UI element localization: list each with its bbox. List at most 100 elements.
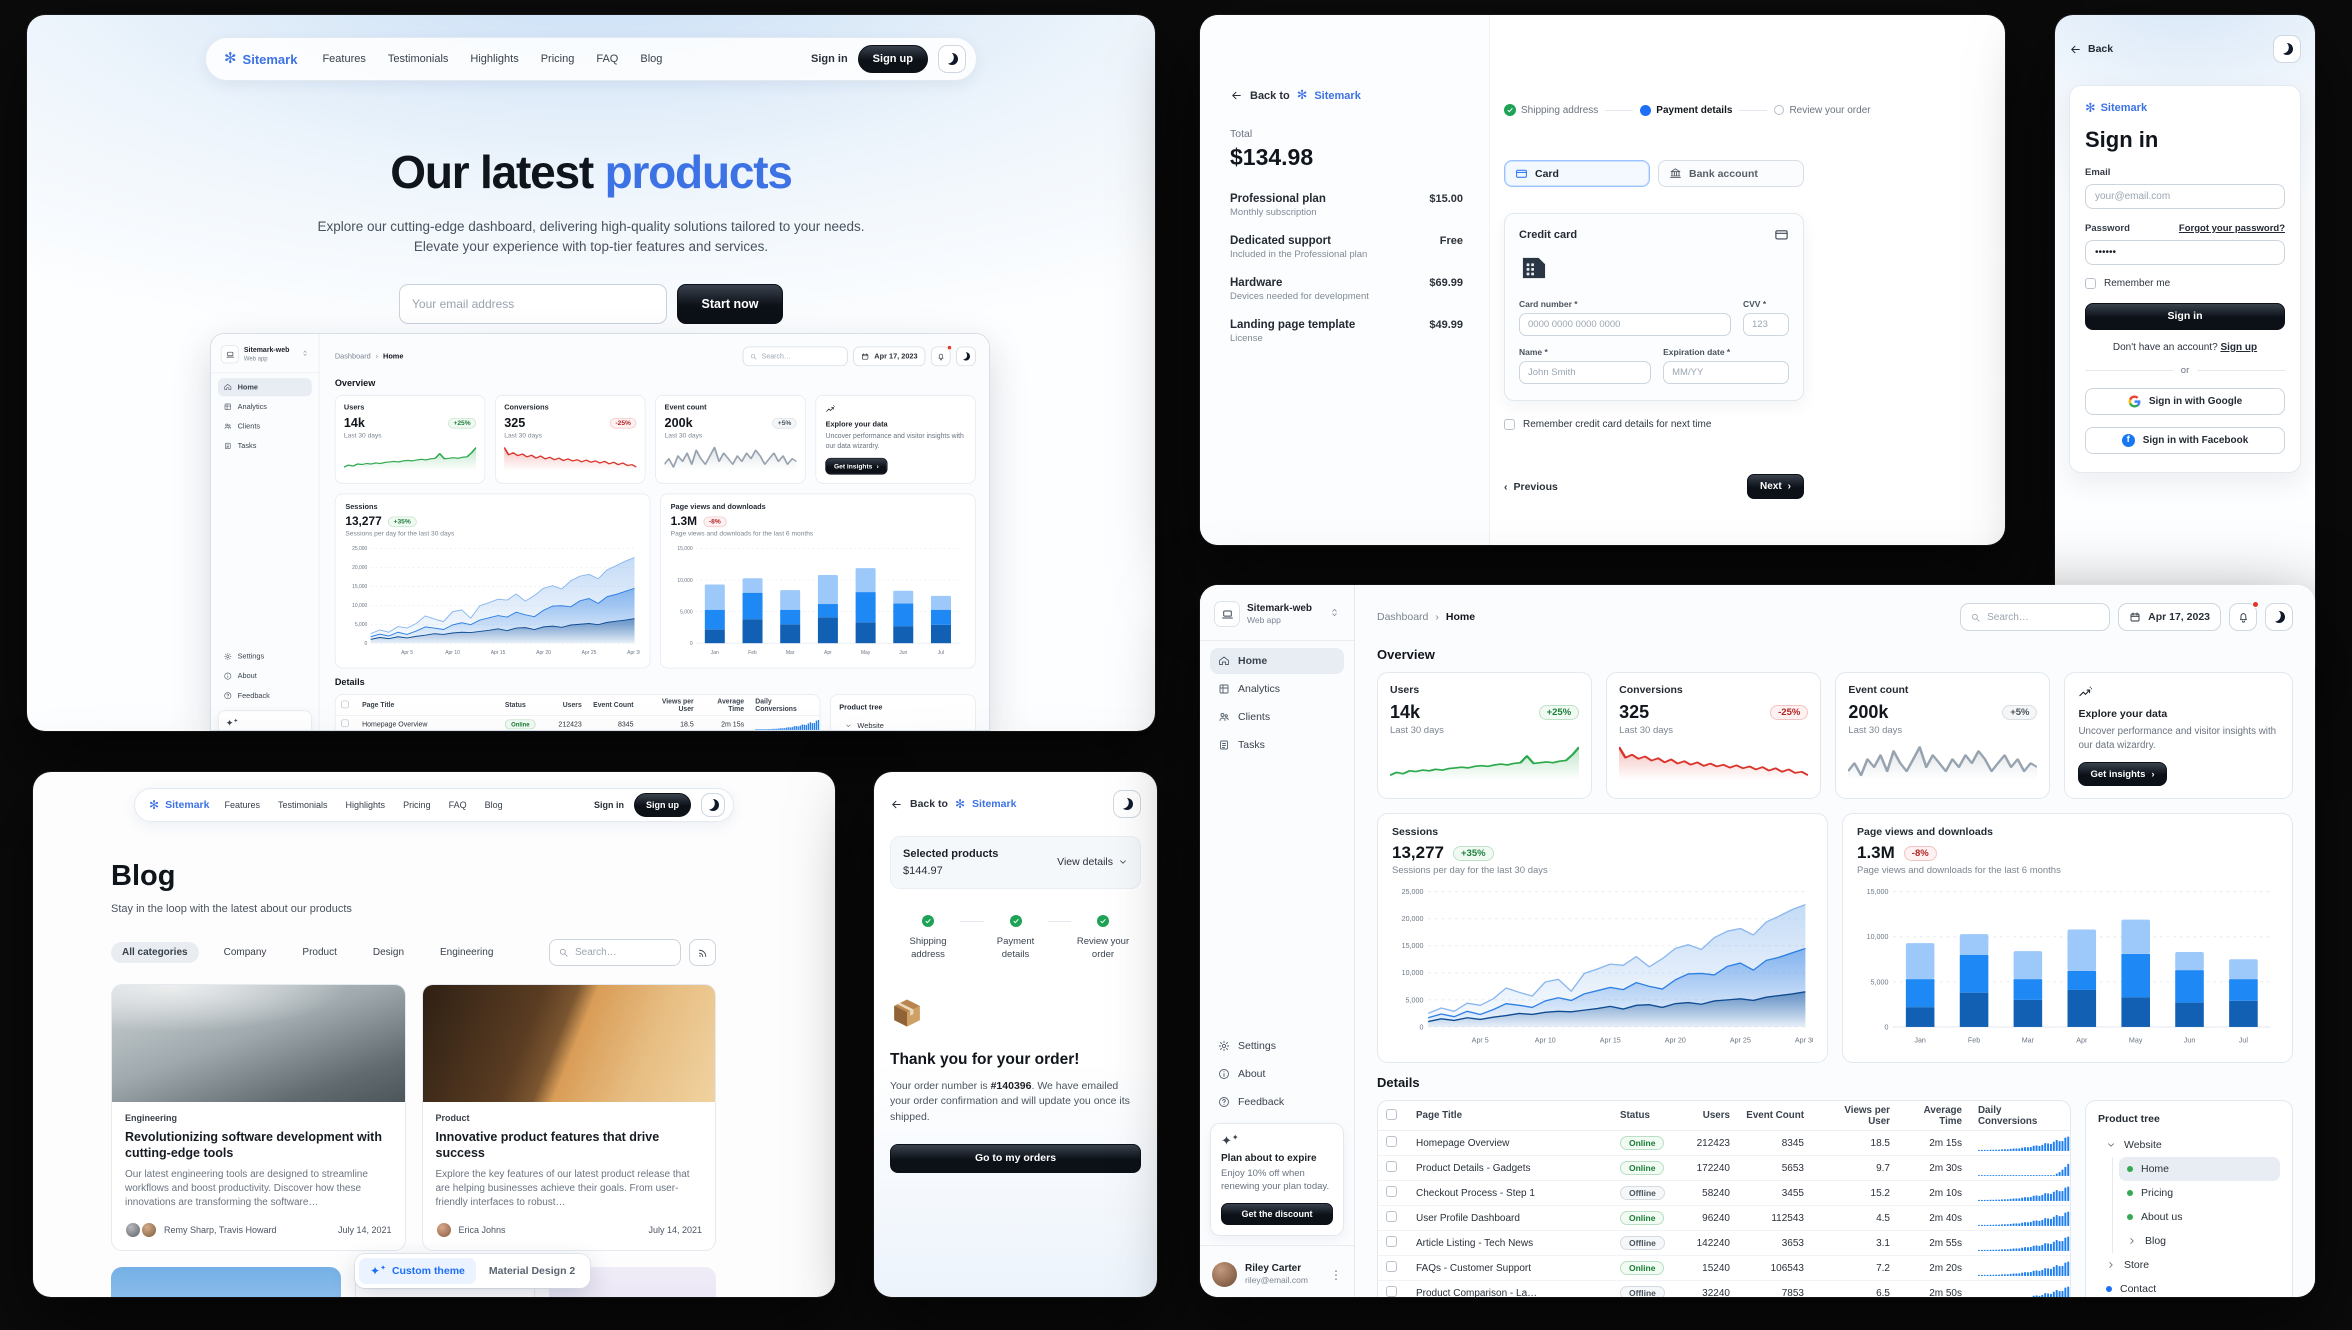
category-chip[interactable]: Company: [223, 947, 267, 958]
card-number-input[interactable]: [1519, 313, 1731, 336]
email-input[interactable]: [399, 283, 667, 324]
table-row[interactable]: Homepage Overview Online 212423 8345 18.…: [336, 716, 820, 730]
cvv-input[interactable]: [1743, 313, 1789, 336]
table-row[interactable]: Product Details - Gadgets Online 172240 …: [1378, 1156, 2070, 1182]
stat-card-users[interactable]: Users 14k +25% Last 30 days: [334, 394, 486, 484]
stat-card-conversions[interactable]: Conversions 325 -25% Last 30 days: [495, 394, 646, 484]
sitemark-logo[interactable]: ✻ Sitemark: [224, 51, 297, 67]
sidebar-item-clients[interactable]: Clients: [218, 417, 312, 435]
get-discount-button[interactable]: Get the discount: [1221, 1203, 1333, 1225]
sign-up-button[interactable]: Sign up: [634, 793, 691, 817]
nav-link[interactable]: Features: [322, 53, 366, 65]
category-chip[interactable]: Engineering: [440, 947, 494, 958]
rss-button[interactable]: [689, 939, 716, 966]
blog-search-input[interactable]: [575, 947, 672, 958]
sidebar-item-feedback[interactable]: Feedback: [1210, 1089, 1344, 1115]
nav-link[interactable]: Testimonials: [387, 53, 449, 65]
sidebar-item-clients[interactable]: Clients: [1210, 704, 1344, 730]
next-button[interactable]: Next ›: [1746, 474, 1804, 499]
tree-node-home[interactable]: Home: [2119, 1157, 2280, 1182]
custom-theme-option[interactable]: ✦✦ Custom theme: [359, 1258, 476, 1284]
nav-link[interactable]: Testimonials: [278, 800, 328, 810]
row-checkbox[interactable]: [1386, 1286, 1397, 1297]
table-row[interactable]: Homepage Overview Online 212423 8345 18.…: [1378, 1131, 2070, 1157]
expiration-input[interactable]: [1663, 361, 1789, 384]
dark-mode-toggle[interactable]: [938, 45, 966, 73]
table-row[interactable]: User Profile Dashboard Online 96240 1125…: [1378, 1206, 2070, 1232]
tree-node-about-us[interactable]: About us: [2119, 1205, 2280, 1229]
breadcrumb-root[interactable]: Dashboard: [334, 352, 371, 361]
sign-in-link[interactable]: Sign in: [811, 53, 848, 65]
password-field[interactable]: [2085, 239, 2285, 265]
kebab-menu-icon[interactable]: ⋮: [1330, 1267, 1342, 1282]
blog-post-card[interactable]: Engineering Revolutionizing software dev…: [111, 984, 406, 1251]
row-checkbox[interactable]: [1386, 1236, 1397, 1248]
sidebar-item-settings[interactable]: Settings: [218, 648, 312, 666]
dark-mode-toggle[interactable]: [2265, 603, 2293, 631]
workspace-switcher[interactable]: Sitemark-web Web app: [218, 341, 312, 368]
sidebar-item-tasks[interactable]: Tasks: [1210, 732, 1344, 758]
search-box[interactable]: [1960, 603, 2111, 631]
remember-card-checkbox[interactable]: [1504, 419, 1515, 430]
date-picker-button[interactable]: Apr 17, 2023: [853, 346, 926, 367]
stat-card-event-count[interactable]: Event count 200k +5% Last 30 days: [1835, 672, 2051, 800]
date-picker-button[interactable]: Apr 17, 2023: [2118, 603, 2221, 631]
category-chip[interactable]: All categories: [111, 942, 199, 963]
dark-mode-toggle[interactable]: [701, 793, 725, 817]
blog-search-box[interactable]: [549, 939, 681, 966]
row-checkbox[interactable]: [1386, 1186, 1397, 1198]
dark-mode-toggle[interactable]: [1113, 790, 1141, 818]
row-checkbox[interactable]: [1386, 1261, 1397, 1273]
tree-node-blog[interactable]: Blog: [2119, 1229, 2280, 1253]
table-row[interactable]: Article Listing - Tech News Offline 1422…: [1378, 1231, 2070, 1257]
back-link[interactable]: Back: [2069, 43, 2113, 56]
nav-link[interactable]: Highlights: [470, 53, 519, 65]
stat-card-conversions[interactable]: Conversions 325 -25% Last 30 days: [1606, 672, 1822, 800]
remember-card-row[interactable]: Remember credit card details for next ti…: [1504, 419, 1804, 430]
tree-node-website[interactable]: Website: [839, 718, 966, 730]
tree-node-pricing[interactable]: Pricing: [2119, 1181, 2280, 1205]
sign-in-button[interactable]: Sign in: [2085, 302, 2285, 330]
get-insights-button[interactable]: Get insights ›: [825, 458, 888, 475]
category-chip[interactable]: Design: [372, 947, 405, 958]
sign-up-link[interactable]: Sign up: [2220, 341, 2258, 353]
table-row[interactable]: FAQs - Customer Support Online 15240 106…: [1378, 1256, 2070, 1282]
tree-node-store[interactable]: Store: [2098, 1253, 2280, 1277]
nav-link[interactable]: Pricing: [540, 53, 575, 65]
sidebar-item-feedback[interactable]: Feedback: [218, 687, 312, 705]
blog-post-card[interactable]: Product Innovative product features that…: [421, 984, 716, 1251]
view-details-button[interactable]: View details: [1057, 856, 1128, 868]
row-checkbox[interactable]: [1386, 1136, 1397, 1148]
row-checkbox[interactable]: [341, 719, 349, 728]
user-account-row[interactable]: Riley Carter riley@email.com ⋮: [1210, 1253, 1344, 1289]
go-to-orders-button[interactable]: Go to my orders: [890, 1143, 1141, 1173]
dark-mode-toggle[interactable]: [956, 346, 976, 367]
google-sign-in-button[interactable]: Sign in with Google: [2085, 387, 2285, 415]
nav-link[interactable]: Highlights: [345, 800, 386, 810]
pay-bank-option[interactable]: Bank account: [1658, 160, 1804, 187]
sidebar-item-analytics[interactable]: Analytics: [1210, 676, 1344, 702]
nav-link[interactable]: FAQ: [596, 53, 619, 65]
pay-card-option[interactable]: Card: [1504, 160, 1650, 187]
sidebar-item-settings[interactable]: Settings: [1210, 1033, 1344, 1059]
table-row[interactable]: Product Comparison - La… Offline 32240 7…: [1378, 1281, 2070, 1297]
sidebar-item-home[interactable]: Home: [1210, 648, 1344, 674]
nav-link[interactable]: Features: [224, 800, 260, 810]
stat-card-users[interactable]: Users 14k +25% Last 30 days: [1377, 672, 1593, 800]
dark-mode-toggle[interactable]: [2273, 35, 2301, 63]
search-input[interactable]: [761, 352, 841, 361]
remember-me-checkbox[interactable]: [2085, 277, 2096, 289]
search-input[interactable]: [1987, 611, 2101, 623]
start-now-button[interactable]: Start now: [677, 283, 783, 324]
sidebar-item-home[interactable]: Home: [217, 378, 312, 397]
nav-link[interactable]: Blog: [484, 800, 503, 810]
sitemark-logo[interactable]: ✻ Sitemark: [149, 799, 209, 811]
nav-link[interactable]: FAQ: [448, 800, 467, 810]
facebook-sign-in-button[interactable]: f Sign in with Facebook: [2085, 426, 2285, 454]
remember-me-row[interactable]: Remember me: [2085, 277, 2285, 289]
stat-card-event-count[interactable]: Event count 200k +5% Last 30 days: [655, 394, 806, 484]
sidebar-item-analytics[interactable]: Analytics: [218, 398, 312, 416]
sign-up-button[interactable]: Sign up: [857, 45, 928, 73]
material-design-option[interactable]: Material Design 2: [488, 1265, 576, 1277]
tree-node-contact[interactable]: Contact: [2098, 1277, 2280, 1297]
